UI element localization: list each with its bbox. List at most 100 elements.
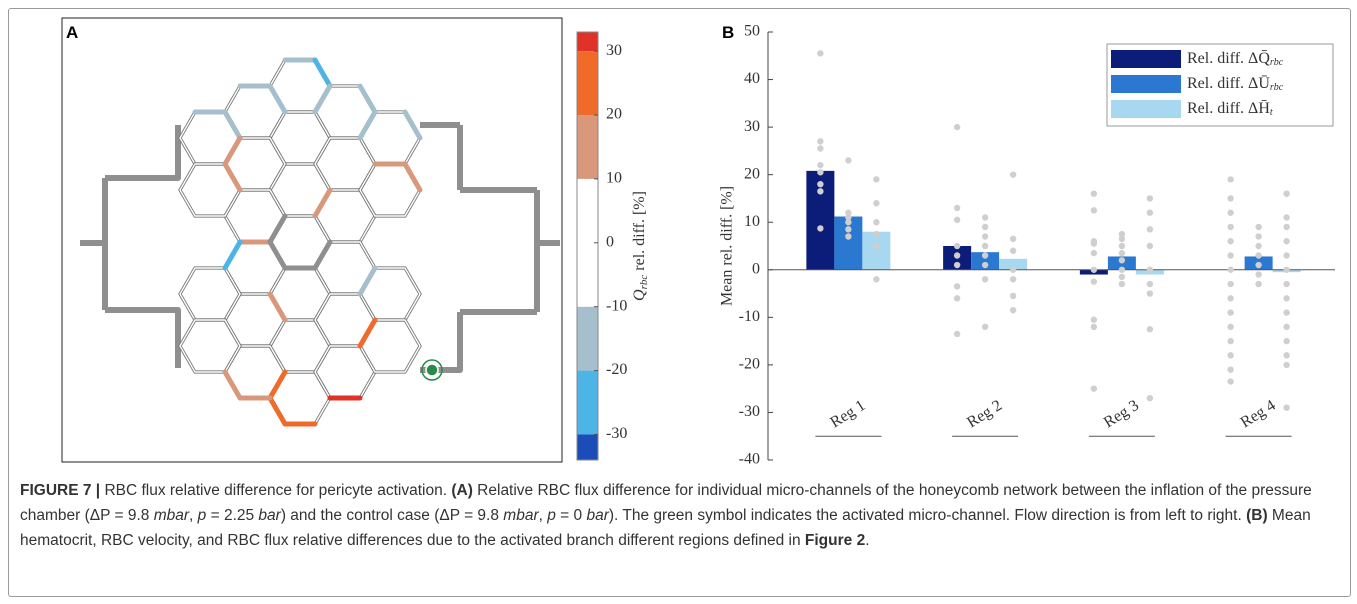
data-point — [817, 188, 824, 195]
data-point — [845, 157, 852, 164]
data-point — [1255, 261, 1262, 269]
data-point — [1227, 238, 1234, 245]
colorbar-label-part: rbc — [638, 275, 650, 290]
data-point — [817, 138, 824, 145]
data-point — [953, 261, 961, 269]
channel-flux — [222, 161, 243, 193]
y-tick-label: 30 — [744, 118, 760, 135]
channel-flux — [312, 187, 333, 219]
figure-frame — [8, 8, 1351, 597]
colorbar-tick-label: 20 — [606, 106, 622, 123]
channel-flux — [357, 109, 378, 141]
data-point — [873, 200, 880, 207]
y-tick-label: -20 — [739, 356, 760, 373]
colorbar-band — [577, 306, 598, 371]
channel-flux — [357, 317, 378, 349]
data-point — [1227, 176, 1234, 183]
bar — [999, 258, 1028, 270]
data-point — [873, 176, 880, 183]
colorbar-tick-label: 30 — [606, 42, 622, 59]
legend-label-part: Rel. diff. ΔQ̄ — [1187, 50, 1270, 67]
data-point — [1090, 207, 1098, 214]
channel-flux — [267, 239, 288, 271]
bar — [862, 231, 891, 270]
legend-label-part: rbc — [1270, 57, 1284, 68]
activation-marker — [421, 359, 443, 381]
y-tick-label: 50 — [744, 23, 760, 40]
data-point — [1283, 323, 1290, 331]
panel-label: B — [722, 23, 734, 42]
data-point — [1283, 214, 1290, 221]
data-point — [953, 330, 961, 338]
data-point — [1090, 249, 1098, 257]
data-point — [1283, 223, 1290, 231]
caption-text: = 2.25 — [206, 507, 259, 524]
data-point — [1227, 337, 1234, 345]
y-axis-label: Mean rel. diff. [%] — [719, 186, 736, 306]
data-point — [817, 50, 824, 57]
colorbar-label-part: rel. diff. [%] — [631, 191, 648, 275]
colorbar-band — [577, 178, 598, 307]
colorbar-band — [577, 51, 598, 116]
data-point — [981, 276, 989, 283]
data-point — [1009, 171, 1017, 178]
data-point — [1090, 190, 1098, 197]
data-point — [817, 161, 824, 169]
data-point — [1146, 394, 1154, 402]
data-point — [1146, 266, 1154, 273]
data-point — [1283, 280, 1290, 288]
data-point — [1118, 257, 1126, 264]
colorbar-tick-label: -10 — [606, 297, 627, 314]
data-point — [817, 145, 824, 152]
caption-text: . — [865, 532, 870, 549]
legend-swatch — [1111, 50, 1181, 68]
data-point — [981, 223, 989, 231]
x-tick-label: Reg 1 — [827, 397, 868, 431]
data-point — [1255, 271, 1262, 278]
caption-text: mbar — [153, 507, 190, 524]
data-point — [981, 261, 989, 269]
data-point — [981, 214, 989, 221]
caption-text: RBC flux relative difference for pericyt… — [104, 482, 452, 499]
data-point — [1227, 378, 1234, 385]
x-tick-label: Reg 2 — [964, 397, 1005, 431]
channel-flux — [267, 83, 288, 115]
channel-flux — [357, 265, 378, 297]
data-point — [1255, 242, 1262, 250]
caption-text: bar — [586, 507, 609, 524]
caption-text: ). The green symbol indicates the activa… — [608, 507, 1247, 524]
data-point — [1118, 273, 1126, 281]
bypass-channel — [105, 307, 181, 368]
data-point — [1146, 226, 1154, 233]
data-point — [981, 252, 989, 259]
data-point — [817, 180, 824, 188]
data-point — [1118, 266, 1126, 273]
caption-text: FIGURE 7 | — [20, 482, 105, 499]
data-point — [1118, 280, 1126, 288]
legend-swatch — [1111, 100, 1181, 118]
network — [80, 57, 560, 427]
data-point — [845, 214, 852, 221]
data-point — [1009, 307, 1017, 314]
caption-text: Figure 2 — [804, 532, 866, 549]
y-tick-label: 20 — [744, 165, 760, 182]
panel-a-frame — [61, 17, 563, 463]
data-point — [1227, 280, 1234, 288]
caption-text: , — [538, 507, 548, 524]
channel-flux — [402, 161, 423, 193]
data-point — [1090, 385, 1098, 392]
channel-flux — [357, 83, 378, 115]
data-point — [1146, 280, 1154, 288]
data-point — [845, 226, 852, 233]
caption-text: (A) — [451, 482, 473, 499]
data-point — [953, 295, 961, 302]
caption-text: Relative RBC flux difference for individ… — [20, 482, 1312, 524]
data-point — [1090, 323, 1098, 331]
colorbar-label-part: Q — [631, 289, 648, 301]
legend-label-part: Rel. diff. ΔH̄ — [1187, 100, 1270, 117]
channel-flux — [267, 291, 288, 323]
colorbar-frame — [576, 31, 599, 461]
legend-swatch — [1111, 75, 1181, 93]
data-point — [1118, 235, 1126, 243]
data-point — [1283, 266, 1290, 273]
